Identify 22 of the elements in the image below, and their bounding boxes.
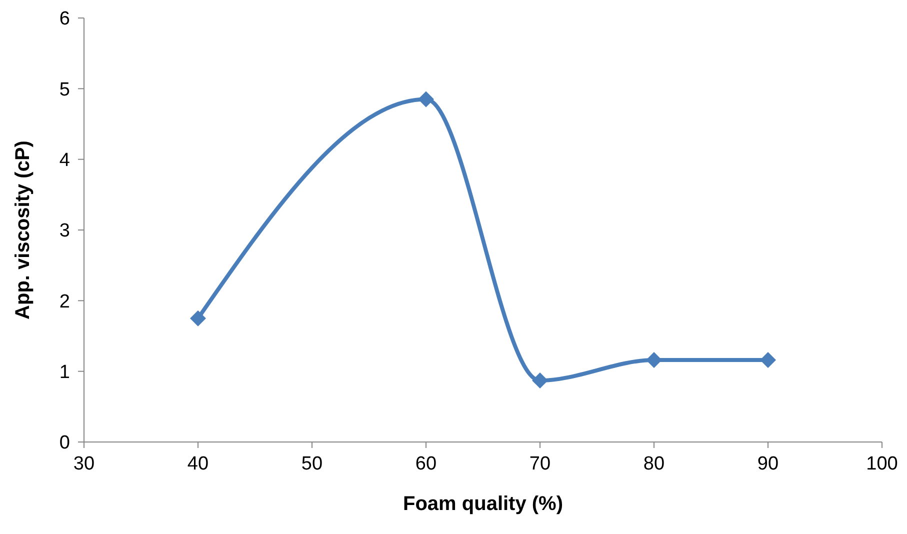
y-tick-label: 4 bbox=[59, 150, 70, 172]
x-tick-label: 60 bbox=[415, 453, 437, 474]
y-tick-label: 0 bbox=[59, 432, 70, 454]
y-tick-label: 6 bbox=[59, 8, 70, 30]
point bbox=[532, 372, 548, 389]
y-tick-label: 3 bbox=[59, 220, 70, 242]
point bbox=[190, 310, 206, 326]
x-tick-label: 90 bbox=[757, 453, 779, 474]
x-tick-label: 70 bbox=[529, 453, 551, 474]
point bbox=[646, 352, 662, 368]
y-tick-label: 1 bbox=[59, 362, 70, 384]
x-tick-label: 80 bbox=[643, 453, 665, 474]
y-tick-label: 2 bbox=[59, 291, 70, 312]
x-tick-label: 40 bbox=[187, 453, 209, 474]
y-axis-title: App. viscosity (cP) bbox=[12, 140, 34, 320]
x-tick-label: 30 bbox=[73, 453, 95, 474]
x-tick-label: 100 bbox=[866, 453, 898, 474]
point bbox=[760, 352, 776, 368]
y-tick-label: 5 bbox=[59, 79, 70, 100]
x-axis-title: Foam quality (%) bbox=[402, 493, 564, 515]
point bbox=[418, 91, 434, 108]
x-tick-label: 50 bbox=[301, 453, 323, 474]
